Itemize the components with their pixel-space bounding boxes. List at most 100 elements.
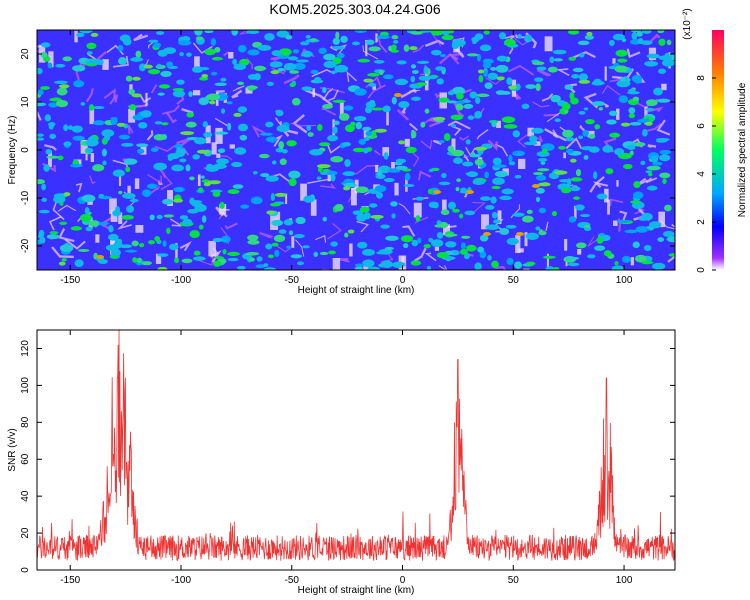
heatmap-texture-cell [293, 234, 305, 239]
heatmap-texture-cell [637, 118, 651, 123]
heatmap-texture-cell [148, 39, 159, 43]
heatmap-texture-streak [52, 199, 65, 221]
heatmap-texture-cell [59, 244, 74, 253]
heatmap-texture-cell [343, 186, 351, 191]
heatmap-texture-cell [416, 60, 430, 65]
heatmap-texture-cell [533, 77, 544, 83]
heatmap-texture-cell [436, 251, 449, 259]
heatmap-texture-cell [479, 234, 489, 242]
heatmap-texture-cell [192, 256, 206, 261]
heatmap-texture-cell [554, 170, 568, 175]
heatmap-texture-patch [211, 142, 217, 155]
heatmap-texture-cell [375, 191, 384, 199]
heatmap-texture-cell [359, 206, 370, 213]
heatmap-texture-cell [447, 145, 455, 153]
heatmap-texture-cell [656, 137, 670, 142]
heatmap-texture-cell [256, 256, 263, 262]
heatmap-texture-cell [295, 59, 309, 63]
heatmap-x-tick-label: -100 [171, 275, 191, 286]
snr-x-label: Height of straight line (km) [298, 585, 415, 596]
heatmap-texture-streak [151, 84, 158, 94]
heatmap-texture-cell [178, 40, 192, 46]
heatmap-texture-cell [500, 91, 511, 95]
heatmap-texture-cell [342, 171, 356, 177]
heatmap-texture-patch [607, 199, 610, 215]
heatmap-texture-streak [179, 240, 192, 252]
heatmap-texture-cell [343, 182, 357, 188]
heatmap-texture-cell [503, 124, 518, 129]
heatmap-texture-cell [307, 132, 314, 137]
heatmap-texture-cell [289, 82, 296, 88]
heatmap-texture-cell [129, 198, 139, 203]
heatmap-texture-patch [90, 153, 94, 162]
heatmap-texture-cell [40, 86, 50, 90]
heatmap-texture-cell [118, 57, 127, 65]
heatmap-texture-cell [367, 266, 381, 270]
heatmap-texture-streak [271, 67, 287, 75]
heatmap-texture-cell [233, 112, 242, 117]
heatmap-texture-patch [616, 180, 619, 187]
heatmap-texture-cell [582, 129, 589, 137]
heatmap-texture-cell [220, 77, 227, 82]
colorbar-tick-label: 2 [696, 219, 707, 225]
heatmap-texture-cell [501, 116, 516, 123]
heatmap-texture-cell [395, 158, 406, 164]
heatmap-texture-streak [304, 89, 333, 106]
heatmap-texture-streak [431, 33, 442, 47]
heatmap-texture-cell [383, 152, 389, 160]
heatmap-texture-cell [103, 134, 111, 142]
heatmap-texture-cell [347, 229, 355, 234]
snr-y-tick-label: 20 [20, 527, 31, 539]
heatmap-texture-cell [541, 148, 548, 154]
heatmap-texture-cell [365, 130, 373, 136]
heatmap-texture-cell [456, 178, 462, 183]
heatmap-texture-cell [599, 232, 605, 236]
heatmap-texture-patch [515, 235, 521, 254]
heatmap-texture-cell [292, 49, 300, 54]
heatmap-texture-cell [608, 39, 615, 47]
heatmap-texture-streak [656, 119, 671, 136]
heatmap-texture-cell [623, 163, 633, 170]
heatmap-texture-cell [237, 106, 248, 113]
colorbar-tick-label: 6 [696, 123, 707, 129]
heatmap-texture-cell [271, 50, 282, 57]
heatmap-texture-patch [363, 264, 369, 270]
heatmap-texture-cell [191, 202, 203, 207]
heatmap-texture-cell [487, 255, 492, 261]
heatmap-texture-streak [346, 70, 358, 82]
heatmap-texture-cell [545, 266, 555, 270]
heatmap-texture-cell [198, 97, 210, 106]
heatmap-texture-cell [141, 261, 152, 266]
heatmap-texture-patch [321, 269, 330, 270]
heatmap-texture-cell [173, 198, 184, 203]
heatmap-texture-cell [266, 210, 275, 215]
heatmap-texture-streak [192, 42, 213, 54]
heatmap-texture-patch [518, 158, 526, 169]
heatmap-texture-streak [412, 44, 425, 53]
snr-x-tick-label: 0 [400, 575, 406, 586]
heatmap-texture-cell [232, 184, 244, 189]
heatmap-texture-cell [540, 161, 546, 165]
heatmap-texture-streak [356, 220, 370, 233]
heatmap-texture-cell [85, 226, 93, 232]
heatmap-texture-streak [447, 120, 471, 130]
heatmap-texture-cell [370, 214, 384, 219]
heatmap-texture-cell [249, 257, 255, 262]
heatmap-texture-cell [214, 131, 229, 135]
chart-title: KOM5.2025.303.04.24.G06 [269, 1, 440, 17]
heatmap-texture-cell [53, 195, 66, 204]
heatmap-texture-cell [526, 209, 533, 214]
heatmap-texture-cell [80, 102, 86, 106]
heatmap-texture-cell [194, 30, 203, 36]
heatmap-texture-cell [436, 220, 442, 225]
heatmap-texture-cell [501, 188, 514, 195]
heatmap-texture-cell [472, 178, 485, 186]
heatmap-texture-streak [485, 77, 503, 85]
heatmap-texture-cell [213, 260, 222, 267]
heatmap-texture-cell [320, 171, 329, 175]
heatmap-texture-cell [440, 209, 450, 216]
heatmap-texture-cell [116, 122, 126, 127]
heatmap-texture-cell [580, 213, 591, 218]
heatmap-texture-cell [508, 161, 516, 166]
heatmap-texture-cell [461, 235, 471, 239]
